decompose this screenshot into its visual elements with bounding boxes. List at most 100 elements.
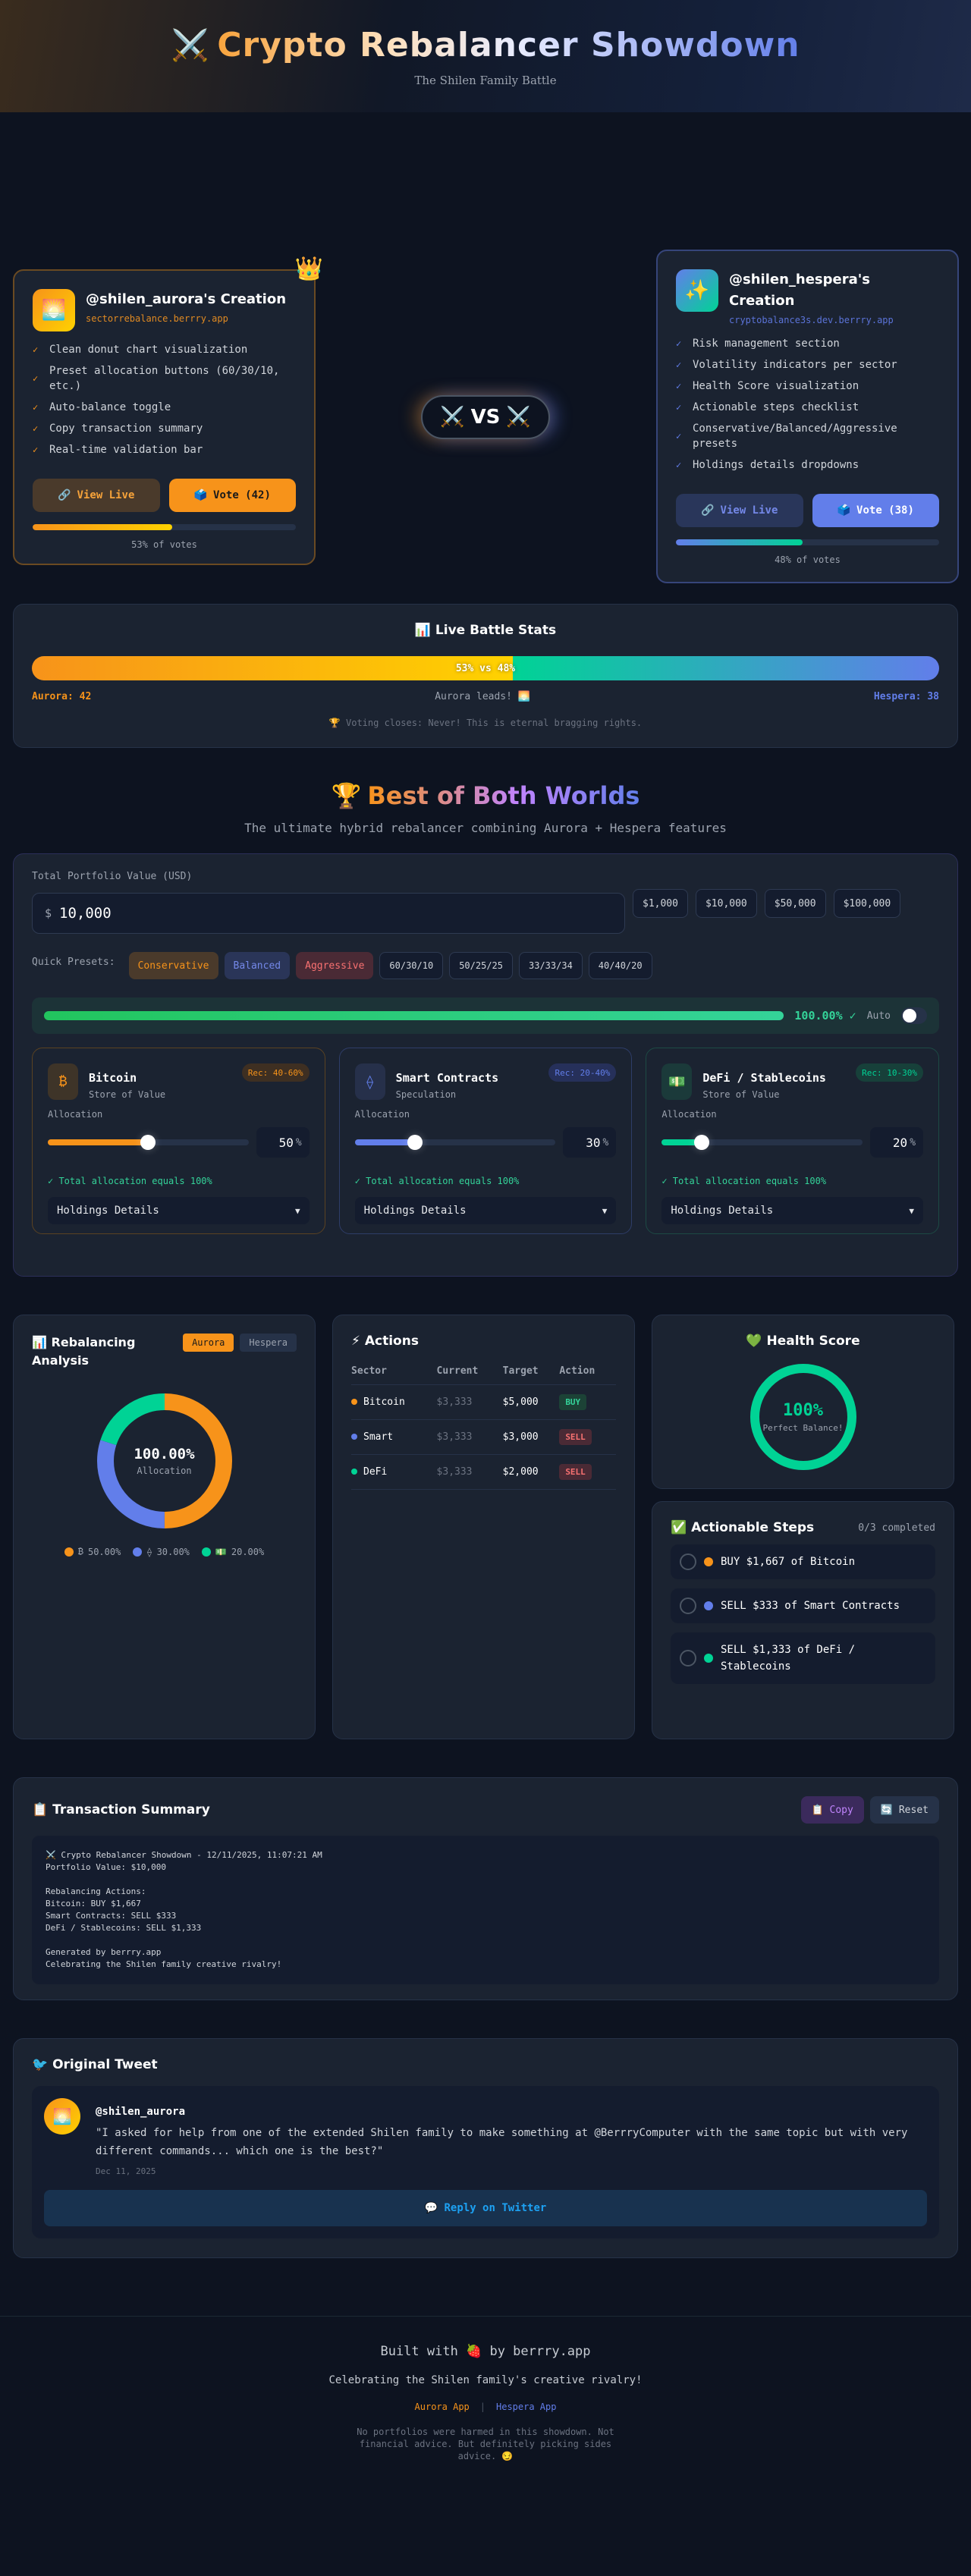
disclaimer: No portfolios were harmed in this showdo…: [357, 2427, 614, 2461]
allocation-ok-message: ✓ Total allocation equals 100%: [48, 1176, 212, 1186]
preset-conservative-button[interactable]: Conservative: [128, 952, 218, 979]
tab-aurora[interactable]: Aurora: [183, 1334, 234, 1352]
reply-on-twitter-button[interactable]: 💬 Reply on Twitter: [44, 2190, 927, 2226]
hespera-view-live-button[interactable]: 🔗 View Live: [676, 494, 803, 527]
preset-33-33-34-button[interactable]: 33/33/34: [519, 952, 583, 979]
page-footer: Built with 🍓 by berrry.app Celebrating t…: [0, 2316, 971, 2576]
preset-40-40-20-button[interactable]: 40/40/20: [588, 952, 652, 979]
quick-value-1000[interactable]: $1,000: [633, 889, 688, 918]
action-badge: BUY: [559, 1394, 587, 1410]
step-checkbox[interactable]: [680, 1650, 696, 1667]
aurora-creator-card: 👑 🌅 @shilen_aurora's Creation sectorreba…: [13, 256, 323, 565]
preset-balanced-button[interactable]: Balanced: [224, 952, 291, 979]
sector-card-smart-contracts: ⟠ Smart Contracts Speculation Rec: 20-40%…: [338, 1048, 633, 1234]
table-row: Bitcoin $3,333 $5,000 BUY: [351, 1384, 616, 1420]
tweet-handle[interactable]: @shilen_aurora: [96, 2106, 186, 2118]
stats-title: 📊 Live Battle Stats: [414, 623, 557, 638]
crossed-swords-icon: ⚔️: [171, 27, 210, 63]
auto-balance-toggle[interactable]: [901, 1007, 927, 1024]
steps-title: ✅ Actionable Steps: [671, 1520, 815, 1535]
chevron-down-icon: ▼: [602, 1205, 608, 1216]
transaction-summary: 📋 Transaction Summary 📋 Copy 🔄 Reset ⚔️ …: [13, 1777, 958, 2000]
preset-60-30-10-button[interactable]: 60/30/10: [379, 952, 444, 979]
quick-value-10000[interactable]: $10,000: [695, 889, 757, 918]
allocation-label: Allocation: [48, 1109, 103, 1120]
holdings-details-dropdown[interactable]: Holdings Details ▼: [661, 1197, 924, 1224]
portfolio-value-input[interactable]: $10,000: [32, 893, 625, 934]
feature-item: ✓ Health Score visualization: [676, 380, 859, 392]
aurora-vote-button[interactable]: 🗳️ Vote (42): [168, 479, 296, 512]
allocation-label: Allocation: [661, 1109, 717, 1120]
hespera-vote-bar: [676, 539, 939, 545]
table-row: DeFi $3,333 $2,000 SELL: [351, 1454, 616, 1490]
feature-item: ✓ Preset allocation buttons (60/30/10, et…: [33, 365, 280, 392]
page-title: ⚔️ Crypto Rebalancer Showdown: [171, 25, 800, 64]
battle-section: 👑 🌅 @shilen_aurora's Creation sectorreba…: [0, 112, 971, 583]
hespera-vote-button[interactable]: 🗳️ Vote (38): [812, 494, 939, 527]
validation-percent: 100.00% ✓: [794, 1009, 856, 1023]
allocation-slider[interactable]: [354, 1135, 556, 1150]
aurora-url[interactable]: sectorrebalance.berrry.app: [86, 313, 228, 324]
aurora-app-link[interactable]: Aurora App: [414, 2402, 470, 2412]
live-battle-stats: 📊 Live Battle Stats 53% vs 48% Aurora: 4…: [13, 604, 958, 748]
best-title: 🏆 Best of Both Worlds: [331, 781, 640, 810]
hespera-url[interactable]: cryptobalance3s.dev.berrry.app: [729, 315, 894, 325]
allocation-label: Allocation: [354, 1109, 410, 1120]
step-item[interactable]: BUY $1,667 of Bitcoin: [671, 1544, 935, 1579]
legend-item: ⟠ 30.00%: [133, 1546, 190, 1557]
allocation-input[interactable]: 50%: [256, 1127, 310, 1158]
allocation-slider[interactable]: [661, 1135, 863, 1150]
column-header: Sector: [351, 1365, 437, 1385]
quick-value-100000[interactable]: $100,000: [833, 889, 901, 918]
check-icon: ✓: [33, 402, 39, 413]
analysis-row: 📊 Rebalancing Analysis Aurora Hespera 10…: [13, 1315, 958, 1739]
allocation-slider[interactable]: [48, 1135, 249, 1150]
allocation-input[interactable]: 20%: [870, 1127, 924, 1158]
step-item[interactable]: SELL $1,333 of DeFi / Stablecoins: [671, 1632, 935, 1684]
hespera-vote-percent: 48% of votes: [775, 554, 841, 565]
link-separator: |: [479, 2402, 486, 2412]
reset-button[interactable]: 🔄 Reset: [869, 1796, 939, 1824]
sector-name: DeFi / Stablecoins: [702, 1071, 826, 1085]
step-item[interactable]: SELL $333 of Smart Contracts: [671, 1588, 935, 1623]
feature-item: ✓ Conservative/Balanced/Aggressive preset…: [676, 423, 897, 450]
feature-item: ✓ Real-time validation bar: [33, 444, 203, 456]
leader-text: Aurora leads! 🌅: [435, 691, 530, 702]
validation-track: [44, 1011, 784, 1020]
copy-button[interactable]: 📋 Copy: [800, 1796, 864, 1824]
hespera-app-link[interactable]: Hespera App: [496, 2402, 557, 2412]
quick-value-50000[interactable]: $50,000: [764, 889, 826, 918]
preset-aggressive-button[interactable]: Aggressive: [296, 952, 374, 979]
steps-count: 0/3 completed: [858, 1522, 935, 1534]
recommended-range-badge: Rec: 10-30%: [856, 1063, 924, 1082]
allocation-donut-chart: 100.00% Allocation: [96, 1393, 233, 1529]
holdings-details-dropdown[interactable]: Holdings Details ▼: [48, 1197, 310, 1224]
preset-50-25-25-button[interactable]: 50/25/25: [449, 952, 513, 979]
chevron-down-icon: ▼: [909, 1205, 915, 1216]
aurora-view-live-button[interactable]: 🔗 View Live: [33, 479, 160, 512]
summary-text: ⚔️ Crypto Rebalancer Showdown - 12/11/20…: [32, 1836, 939, 1984]
column-header: Current: [436, 1365, 503, 1385]
hespera-avatar: ✨: [676, 269, 718, 312]
step-checkbox[interactable]: [680, 1597, 696, 1614]
ethereum-icon: ⟠: [354, 1063, 385, 1100]
rebalancer-calculator: Total Portfolio Value (USD) $10,000 $1,0…: [13, 853, 958, 1277]
hespera-creator-name: @shilen_hespera's Creation: [729, 272, 870, 309]
page-subtitle: The Shilen Family Battle: [414, 73, 557, 87]
sector-type: Store of Value: [702, 1089, 780, 1100]
analysis-title: 📊 Rebalancing Analysis: [32, 1335, 136, 1368]
feature-item: ✓ Clean donut chart visualization: [33, 344, 248, 356]
actions-title: ⚡ Actions: [351, 1334, 419, 1349]
rebalancing-analysis-card: 📊 Rebalancing Analysis Aurora Hespera 10…: [13, 1315, 316, 1739]
check-icon: ✓: [33, 423, 39, 434]
allocation-input[interactable]: 30%: [563, 1127, 617, 1158]
hespera-creator-card: ✨ @shilen_hespera's Creation cryptobalan…: [656, 250, 959, 583]
health-score-value: 100%: [783, 1401, 823, 1420]
page-header: ⚔️ Crypto Rebalancer Showdown The Shilen…: [0, 0, 971, 112]
holdings-details-dropdown[interactable]: Holdings Details ▼: [354, 1197, 617, 1224]
step-checkbox[interactable]: [680, 1553, 696, 1570]
aurora-avatar: 🌅: [33, 289, 75, 331]
crossed-swords-icon: ⚔️: [440, 406, 465, 429]
tab-hespera[interactable]: Hespera: [240, 1334, 297, 1352]
check-icon: ✓: [676, 338, 682, 349]
